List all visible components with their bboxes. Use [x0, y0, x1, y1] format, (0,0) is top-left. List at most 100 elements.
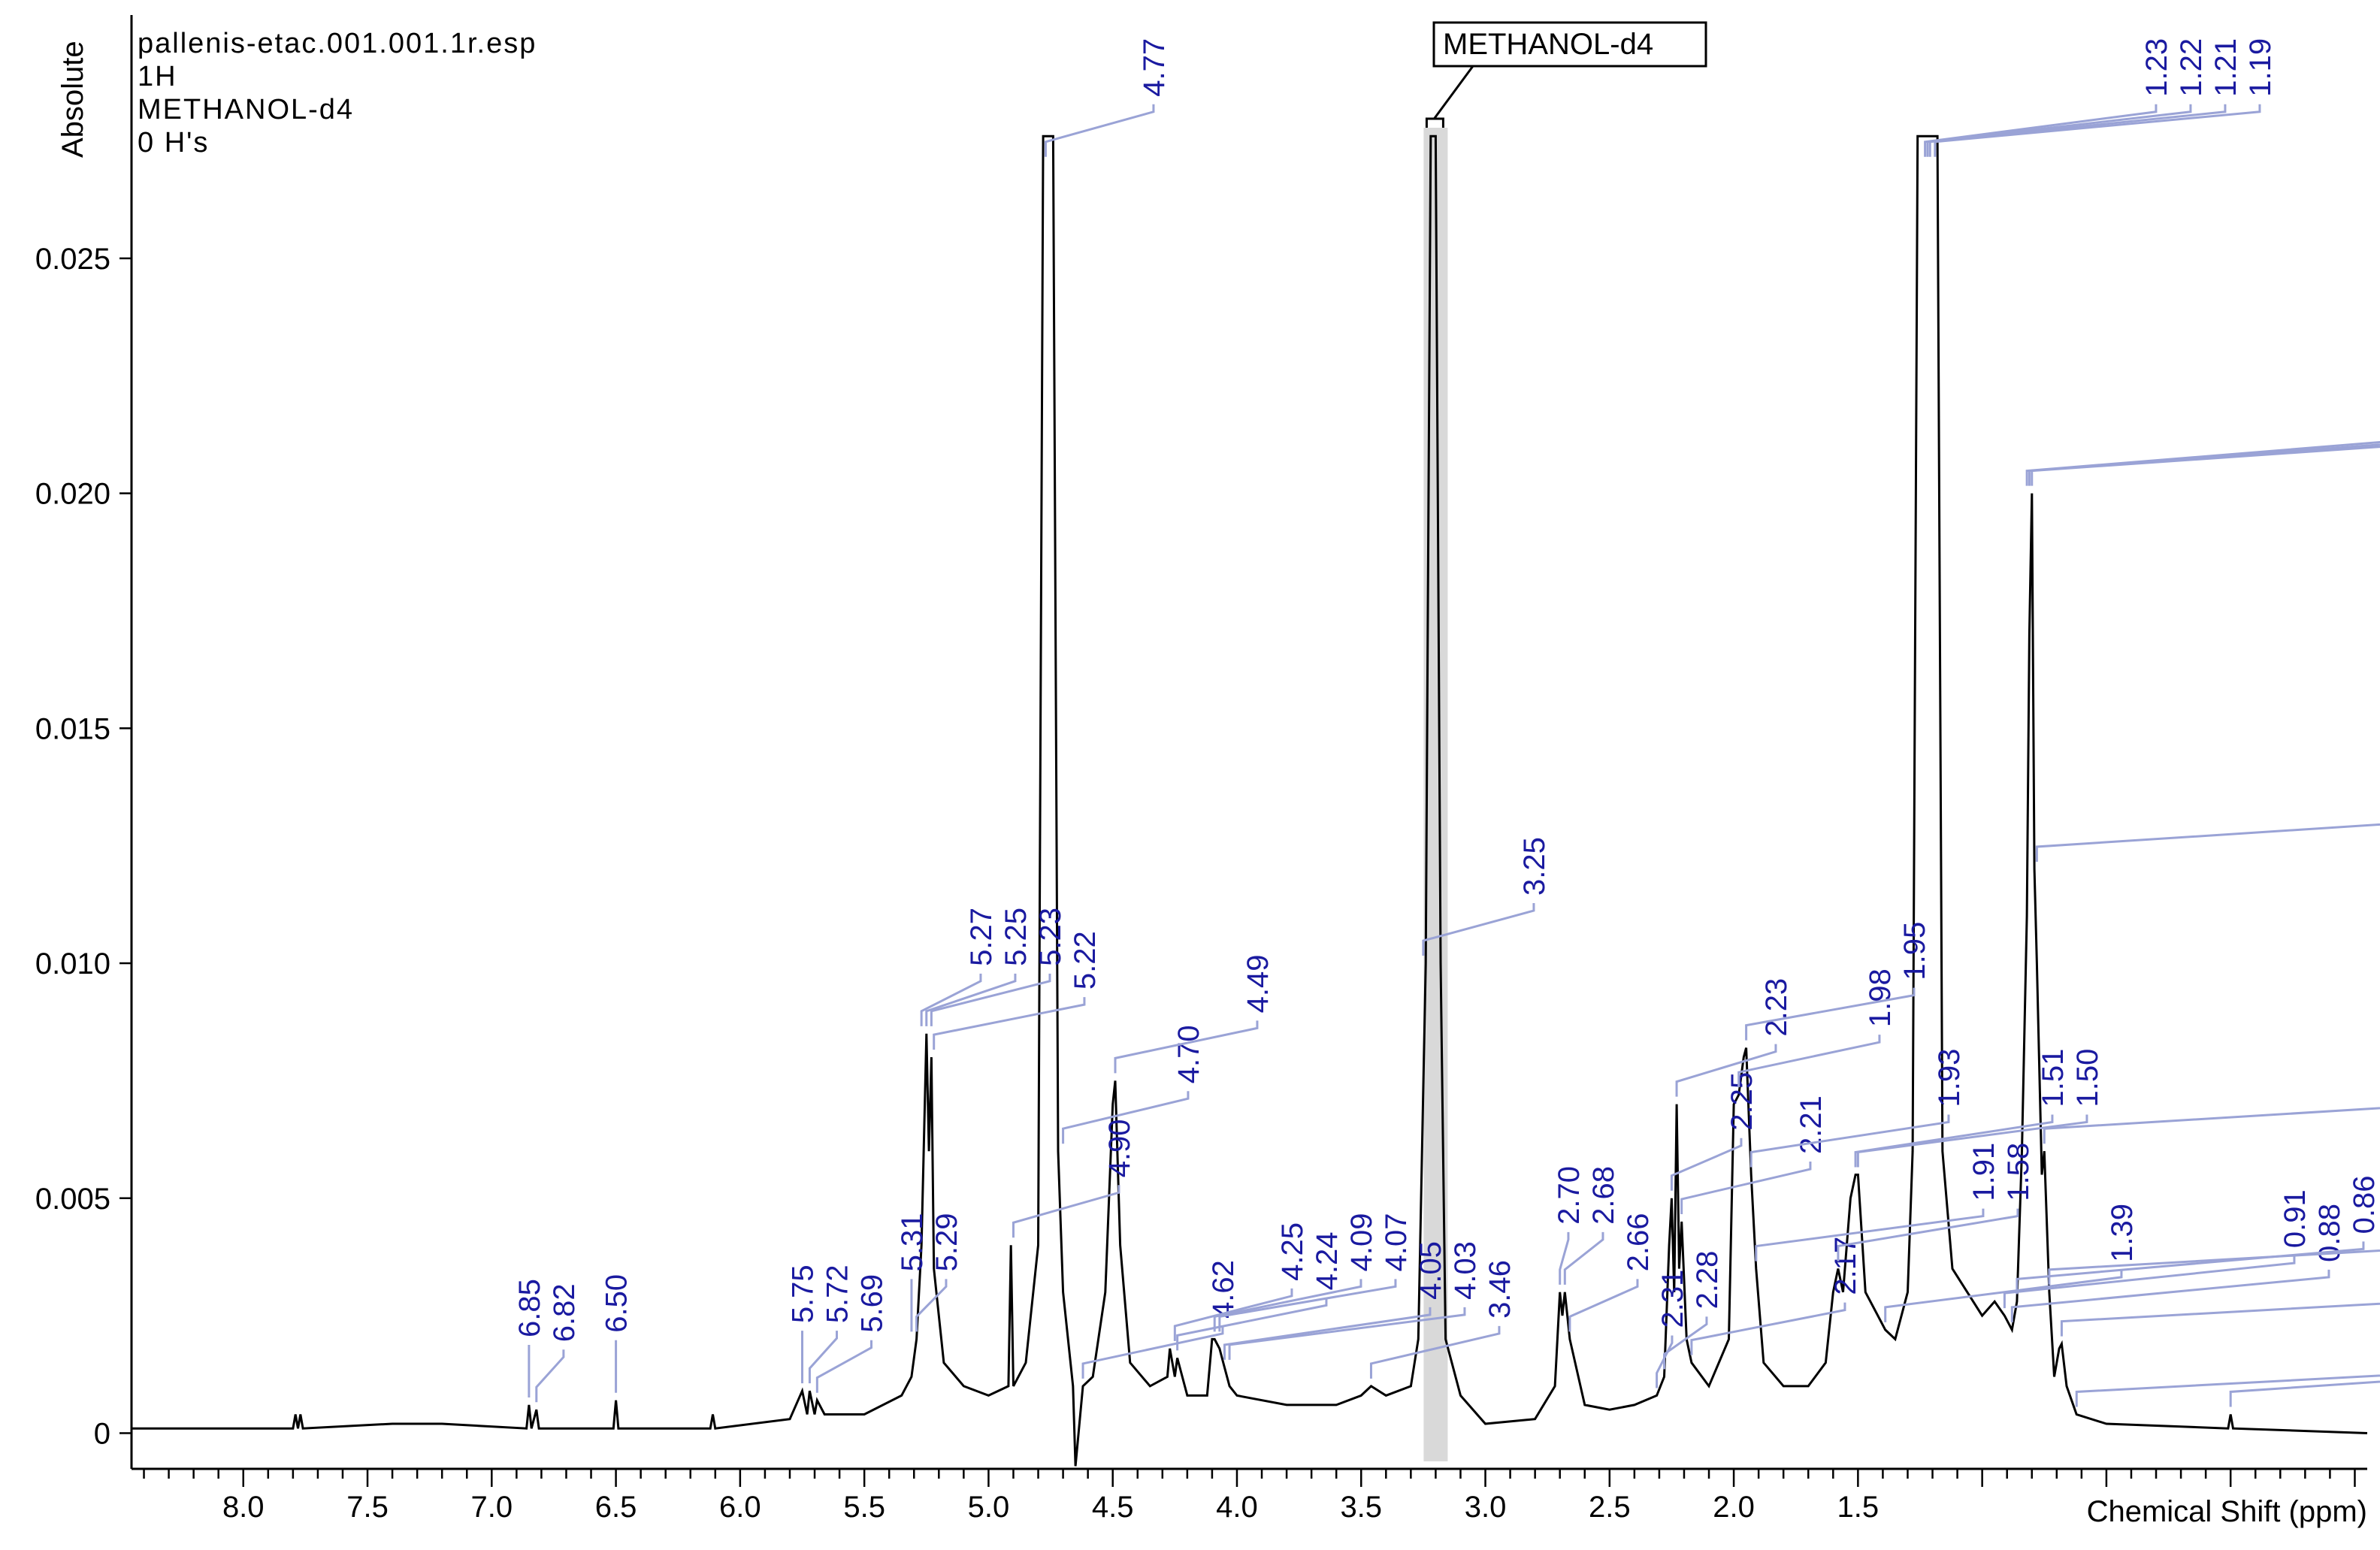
- peak-leader: [1218, 1279, 1397, 1332]
- peak-leader: [1745, 987, 1916, 1041]
- peak-label: 2.70: [1553, 1166, 1586, 1225]
- peak-label: 2.17: [1829, 1237, 1862, 1295]
- peak-leader: [2031, 446, 2380, 486]
- peak-leader: [2075, 1374, 2380, 1407]
- peak-label: 1.19: [2244, 38, 2277, 97]
- peak-leader: [2048, 1249, 2380, 1285]
- solvent-pointer-line: [1433, 65, 1474, 119]
- peak-label: 1.58: [2002, 1143, 2035, 1201]
- peak-label: 5.23: [1034, 908, 1067, 966]
- peak-leader: [1755, 1208, 1985, 1261]
- peak-label: 1.39: [2106, 1204, 2139, 1262]
- peak-label: 4.07: [1380, 1213, 1413, 1272]
- peak-leader: [535, 1349, 565, 1403]
- peak-label: 5.25: [999, 908, 1033, 966]
- solvent-label-box: [1432, 21, 1707, 68]
- peak-label: 1.98: [1864, 968, 1897, 1027]
- x-tick-label: 3.5: [1340, 1491, 1382, 1524]
- peak-label: 5.69: [856, 1274, 889, 1333]
- peak-leader: [1369, 1325, 1501, 1379]
- peak-labels: 6.85 6.82 6.50 5.75 5.72 5.695.31 5.29 5.27 5.25…: [513, 38, 2380, 1407]
- x-tick-label: 8.0: [222, 1491, 265, 1524]
- peak-leader: [1926, 104, 2192, 157]
- info-nucleus: 1H: [138, 61, 177, 92]
- peak-leader: [1837, 1208, 2019, 1261]
- peak-leader: [1223, 1307, 1432, 1360]
- peak-label: 1.91: [1967, 1143, 2000, 1201]
- peak-leader: [1176, 1298, 1328, 1351]
- peak-leader: [1670, 1138, 1743, 1191]
- peak-leader: [933, 997, 1086, 1050]
- peak-label: 5.31: [896, 1213, 929, 1272]
- y-axis-label: Absolute: [56, 41, 89, 158]
- peak-leader: [1114, 1020, 1259, 1074]
- info-solvent: METHANOL-d4: [138, 94, 354, 125]
- peak-label: 2.23: [1760, 978, 1793, 1037]
- spectrum-line: [132, 134, 2368, 1467]
- peak-leader: [915, 1279, 948, 1332]
- peak-leader: [808, 1331, 838, 1384]
- peak-label: 2.66: [1622, 1213, 1655, 1272]
- peak-label: 0.91: [2279, 1189, 2312, 1248]
- spectrum-info-block: pallenis-etac.001.001.1r.esp 1H METHANOL…: [138, 28, 535, 159]
- peak-leader: [1062, 1091, 1190, 1144]
- peak-label: 2.31: [1656, 1270, 1689, 1328]
- peak-label: 3.46: [1483, 1260, 1517, 1319]
- peak-leader: [2016, 1241, 2365, 1295]
- peak-label: 0.86: [2348, 1175, 2380, 1234]
- peak-leader: [815, 1340, 872, 1393]
- x-tick-label: 1.5: [1837, 1491, 1880, 1524]
- peak-label: 4.90: [1103, 1119, 1136, 1177]
- x-tick-label: 7.0: [471, 1491, 513, 1524]
- x-tick-label: 4.5: [1092, 1491, 1134, 1524]
- x-tick-label: 3.0: [1465, 1491, 1507, 1524]
- peak-leader: [1568, 1279, 1639, 1332]
- peak-label: 4.03: [1449, 1241, 1482, 1300]
- x-tick-label: 2.5: [1589, 1491, 1631, 1524]
- peak-label: 1.50: [2071, 1049, 2104, 1107]
- peak-label: 4.77: [1138, 38, 1171, 97]
- solvent-annotation: METHANOL-d4: [1423, 21, 1707, 1461]
- info-protons: 0 H's: [138, 127, 209, 159]
- spectrum-series: [132, 134, 2368, 1467]
- peak-label: 1.93: [1933, 1049, 1966, 1107]
- peak-label: 4.49: [1241, 955, 1275, 1014]
- peak-leader: [2010, 1269, 2330, 1322]
- peak-leader: [2043, 1107, 2380, 1144]
- peak-label: 5.22: [1069, 931, 1102, 990]
- peak-label: 4.70: [1172, 1025, 1205, 1083]
- peak-leader: [1737, 1035, 1881, 1088]
- peak-leader: [1690, 1302, 1846, 1355]
- peak-leader: [1559, 1231, 1570, 1285]
- x-axis-label: Chemical Shift (ppm): [2087, 1495, 2367, 1528]
- axes: 0 0.005 0.010 0.015 0.020 0.025 8.0 7.5 7.0 6.5 6.…: [35, 15, 2367, 1524]
- solvent-label: METHANOL-d4: [1443, 28, 1653, 61]
- peak-label: 1.95: [1898, 922, 1931, 980]
- peak-label: 5.29: [930, 1213, 963, 1272]
- y-tick-label: 0.005: [35, 1183, 110, 1216]
- y-tick-label: 0.025: [35, 243, 110, 276]
- peak-leader: [1044, 104, 1155, 157]
- peak-leader: [1749, 1114, 1950, 1168]
- peak-leader: [920, 973, 982, 1026]
- y-tick-label: 0.020: [35, 478, 110, 511]
- peak-leader: [930, 973, 1051, 1026]
- peak-label: 1.51: [2037, 1049, 2070, 1107]
- y-tick-label: 0.015: [35, 712, 110, 745]
- peak-leader: [1422, 903, 1535, 956]
- peak-label: 5.72: [821, 1264, 854, 1323]
- peak-leader: [1884, 1269, 2123, 1322]
- x-tick-label: 2.0: [1713, 1491, 1755, 1524]
- peak-label: 2.25: [1725, 1072, 1759, 1131]
- solvent-pointer: [1425, 117, 1444, 128]
- peak-leader: [2028, 443, 2380, 486]
- x-tick-label: 6.0: [719, 1491, 761, 1524]
- peak-label: 6.50: [600, 1274, 634, 1333]
- peak-label: 6.85: [513, 1279, 546, 1337]
- peak-leader: [2035, 823, 2380, 862]
- peak-leader: [1934, 104, 2261, 157]
- peak-label: 4.05: [1414, 1241, 1447, 1300]
- x-tick-label: 6.5: [595, 1491, 637, 1524]
- peak-leader: [2229, 1380, 2380, 1407]
